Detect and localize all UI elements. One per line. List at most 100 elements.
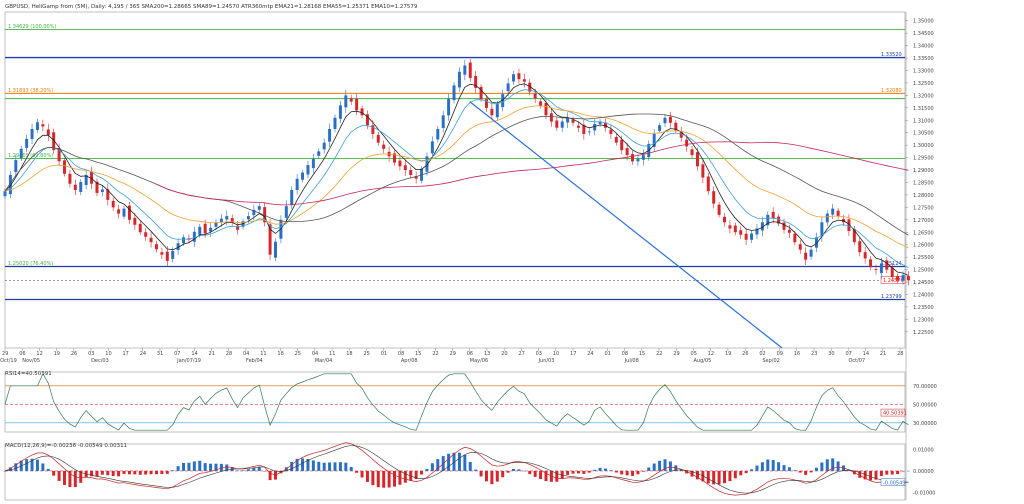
candle-body: [46, 129, 50, 136]
macd-histogram-bar: [474, 469, 478, 471]
candle-body: [798, 244, 802, 250]
macd-histogram-bar: [777, 462, 781, 471]
macd-histogram-bar: [225, 464, 229, 471]
candle-body: [885, 260, 889, 270]
macd-histogram-bar: [290, 461, 294, 471]
candle-body: [90, 172, 94, 184]
x-tick-label: 19: [54, 351, 60, 357]
macd-histogram-bar: [241, 470, 245, 471]
month-label: Nov/05: [22, 358, 40, 364]
x-tick-label: 06: [19, 351, 25, 357]
candle-body: [604, 122, 607, 128]
candle-body: [409, 170, 413, 176]
macd-pane[interactable]: MACD(12,26,9)=-0.00236 -0.00549 0.00311 …: [3, 442, 936, 501]
macd-histogram-bar: [804, 470, 808, 475]
macd-histogram-bar: [322, 462, 326, 471]
candle-body: [517, 73, 521, 80]
ma-line-ema55: [4, 105, 909, 249]
candle-body: [463, 65, 467, 75]
candle-body: [490, 108, 494, 116]
x-tick-label: 12: [708, 351, 714, 357]
macd-histogram-bar: [593, 469, 597, 471]
candle-body: [274, 241, 277, 258]
candle-body: [782, 222, 786, 230]
candle-body: [728, 225, 732, 229]
candle-body: [30, 128, 34, 139]
rsi-tick-label: 70.00000: [913, 384, 937, 390]
macd-histogram-bar: [576, 470, 580, 474]
candle-body: [587, 131, 591, 133]
x-tick-label: 02: [759, 351, 765, 357]
macd-histogram-bar: [403, 470, 407, 483]
month-label: Feb/04: [246, 358, 263, 364]
candle-body: [214, 222, 218, 227]
x-tick-label: 04: [243, 351, 249, 357]
candle-body: [528, 82, 532, 92]
candle-body: [663, 117, 667, 124]
x-tick-label: 24: [587, 351, 593, 357]
macd-signal-line: [4, 445, 909, 494]
macd-histogram-bar: [344, 462, 348, 471]
macd-histogram-bar: [79, 470, 83, 483]
macd-histogram-bar: [100, 470, 104, 475]
macd-histogram-bar: [533, 470, 537, 477]
macd-histogram-bar: [160, 470, 164, 475]
macd-histogram-bar: [127, 470, 131, 475]
candle-body: [100, 189, 104, 192]
candle-body: [333, 117, 337, 129]
candle-body: [901, 275, 905, 281]
candle-body: [430, 141, 434, 154]
macd-histogram-bar: [695, 470, 699, 480]
candle-body: [609, 129, 613, 134]
macd-histogram-bar: [879, 470, 883, 477]
candle-body: [73, 184, 77, 190]
macd-histogram-bar: [609, 470, 613, 471]
candle-body: [679, 131, 683, 138]
candle-body: [625, 148, 629, 156]
macd-histogram-bar: [73, 470, 77, 488]
level-label-fib-4: 1.29465 (61.80%): [8, 153, 53, 159]
price-tick-label: 1.32500: [913, 81, 934, 87]
x-tick-label: 29: [2, 351, 8, 357]
macd-histogram-bar: [901, 470, 905, 472]
macd-histogram-bar: [625, 470, 629, 476]
macd-histogram-bar: [414, 470, 418, 480]
candle-body: [338, 105, 342, 119]
macd-histogram-bar: [831, 458, 835, 471]
price-tick-label: 1.31500: [913, 106, 934, 112]
rsi-pane[interactable]: RSI14=40.50391 70.00000 50.00000 30.00000 4…: [4, 371, 937, 433]
macd-histogram-bar: [133, 470, 137, 475]
macd-histogram-bar: [14, 463, 18, 471]
candle-body: [219, 218, 223, 223]
x-tick-label: 05: [691, 351, 697, 357]
price-frame: [4, 11, 906, 349]
x-tick-label: 08: [622, 351, 628, 357]
macd-histogram-bar: [836, 461, 840, 471]
candle-body: [301, 172, 305, 180]
candle-body: [447, 99, 451, 116]
macd-histogram-bar: [30, 458, 34, 471]
candle-body: [171, 250, 175, 259]
candle-body: [14, 160, 18, 173]
price-tick-label: 1.26000: [913, 243, 934, 249]
rsi-line: [4, 373, 909, 431]
macd-histogram-bar: [750, 469, 754, 471]
candle-body: [620, 139, 624, 151]
month-label: Sep/02: [762, 358, 779, 364]
price-tick-label: 1.25500: [913, 255, 934, 261]
price-pane[interactable]: 1.35000 1.34500 1.34000 1.33500 1.33000 1.325…: [3, 11, 934, 500]
candle-body: [257, 206, 261, 210]
macd-histogram-bar: [171, 470, 175, 471]
candle-body: [144, 232, 148, 237]
level-price-label-resistance-1: 1.33520: [881, 52, 902, 58]
macd-frame: [4, 443, 906, 501]
candle-body: [95, 181, 99, 193]
ma-line-sma89: [4, 113, 909, 236]
candle-body: [149, 237, 153, 243]
x-tick-label: 26: [742, 351, 748, 357]
macd-histogram-bar: [620, 470, 624, 475]
candle-body: [506, 83, 510, 92]
x-tick-label: 15: [415, 351, 421, 357]
trendline[interactable]: [469, 101, 783, 349]
